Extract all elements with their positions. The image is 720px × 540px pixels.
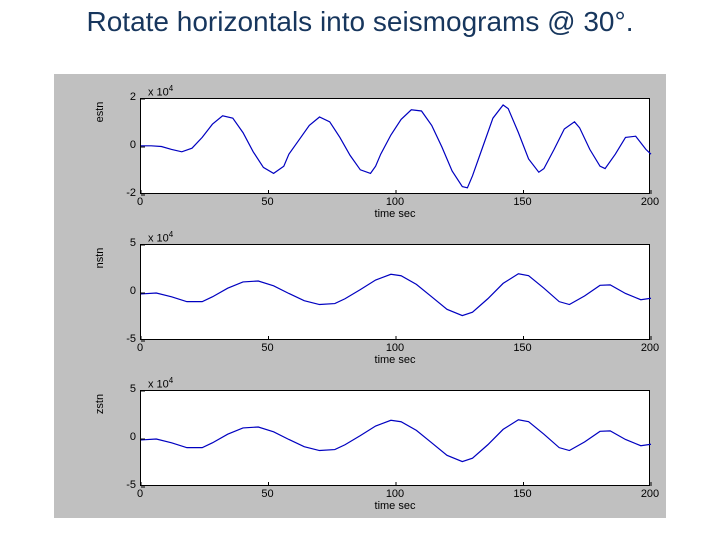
figure-panel: 050100150200-202estntime secx 1040501001… <box>54 74 666 518</box>
exponent-label: x 104 <box>148 376 173 391</box>
x-axis-label: time sec <box>140 500 650 512</box>
y-tick-label: 5 <box>114 237 136 249</box>
x-tick-label: 100 <box>383 196 407 208</box>
seismogram-line <box>141 99 651 195</box>
y-tick-label: 0 <box>114 139 136 151</box>
x-axis-label: time sec <box>140 354 650 366</box>
exponent-label: x 104 <box>148 230 173 245</box>
y-tick-label: -2 <box>114 187 136 199</box>
x-tick-label: 200 <box>638 488 662 500</box>
y-tick-label: 5 <box>114 383 136 395</box>
y-axis-label: zstn <box>94 356 106 452</box>
seismogram-line <box>141 391 651 487</box>
y-axis-label: estn <box>94 64 106 160</box>
x-tick-label: 100 <box>383 342 407 354</box>
x-tick-label: 50 <box>256 488 280 500</box>
y-axis-label: nstn <box>94 210 106 306</box>
y-tick-label: 2 <box>114 91 136 103</box>
x-tick-label: 50 <box>256 196 280 208</box>
x-tick-label: 200 <box>638 342 662 354</box>
x-tick-label: 200 <box>638 196 662 208</box>
x-tick-label: 100 <box>383 488 407 500</box>
x-tick-label: 150 <box>511 196 535 208</box>
seismogram-line <box>141 245 651 341</box>
plot-box <box>140 98 650 194</box>
x-tick-label: 50 <box>256 342 280 354</box>
y-tick-label: -5 <box>114 479 136 491</box>
plot-box <box>140 390 650 486</box>
x-tick-label: 150 <box>511 488 535 500</box>
y-tick-label: 0 <box>114 431 136 443</box>
y-tick-label: -5 <box>114 333 136 345</box>
page-title: Rotate horizontals into seismograms @ 30… <box>0 6 720 38</box>
slide: Rotate horizontals into seismograms @ 30… <box>0 0 720 540</box>
y-tick-label: 0 <box>114 285 136 297</box>
x-tick-label: 150 <box>511 342 535 354</box>
x-axis-label: time sec <box>140 208 650 220</box>
exponent-label: x 104 <box>148 84 173 99</box>
plot-box <box>140 244 650 340</box>
